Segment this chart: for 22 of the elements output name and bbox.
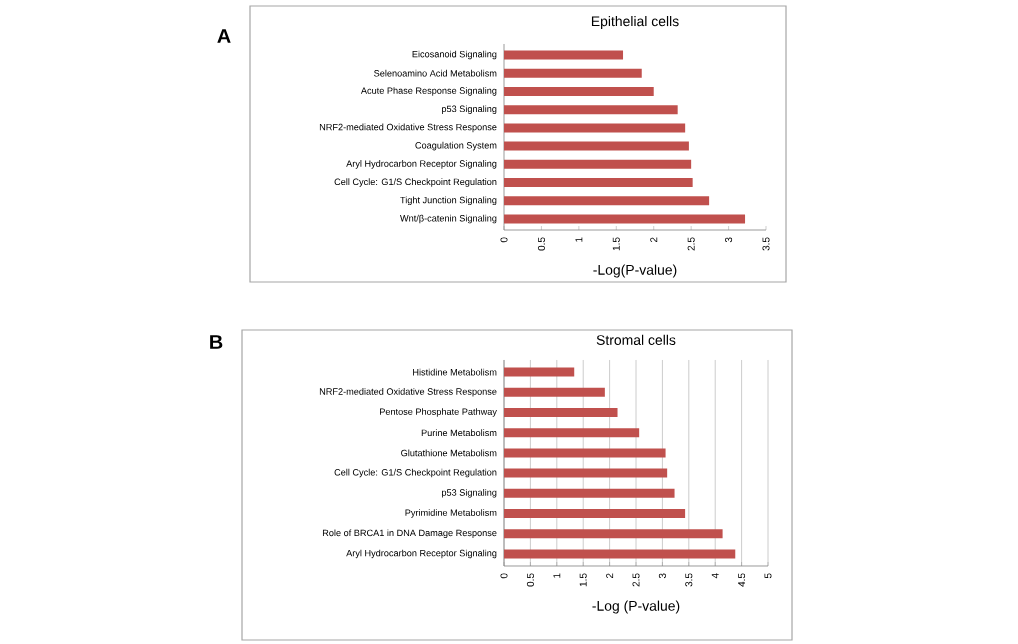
bar — [504, 529, 723, 539]
bar — [504, 387, 605, 397]
bar — [504, 488, 675, 498]
bar — [504, 428, 640, 438]
bar — [504, 68, 642, 78]
bar — [504, 367, 575, 377]
bar — [504, 123, 686, 133]
bar — [504, 141, 689, 151]
bar — [504, 214, 746, 224]
bar — [504, 468, 668, 478]
bar — [504, 86, 654, 96]
bar — [504, 448, 666, 458]
bar — [504, 196, 710, 206]
text: A — [217, 29, 231, 43]
bar — [504, 50, 624, 60]
bar — [504, 159, 692, 169]
bar — [504, 549, 736, 559]
bar — [504, 105, 678, 115]
bar — [504, 178, 693, 188]
bar — [504, 408, 618, 417]
text: B — [210, 335, 223, 349]
bar — [504, 508, 686, 518]
